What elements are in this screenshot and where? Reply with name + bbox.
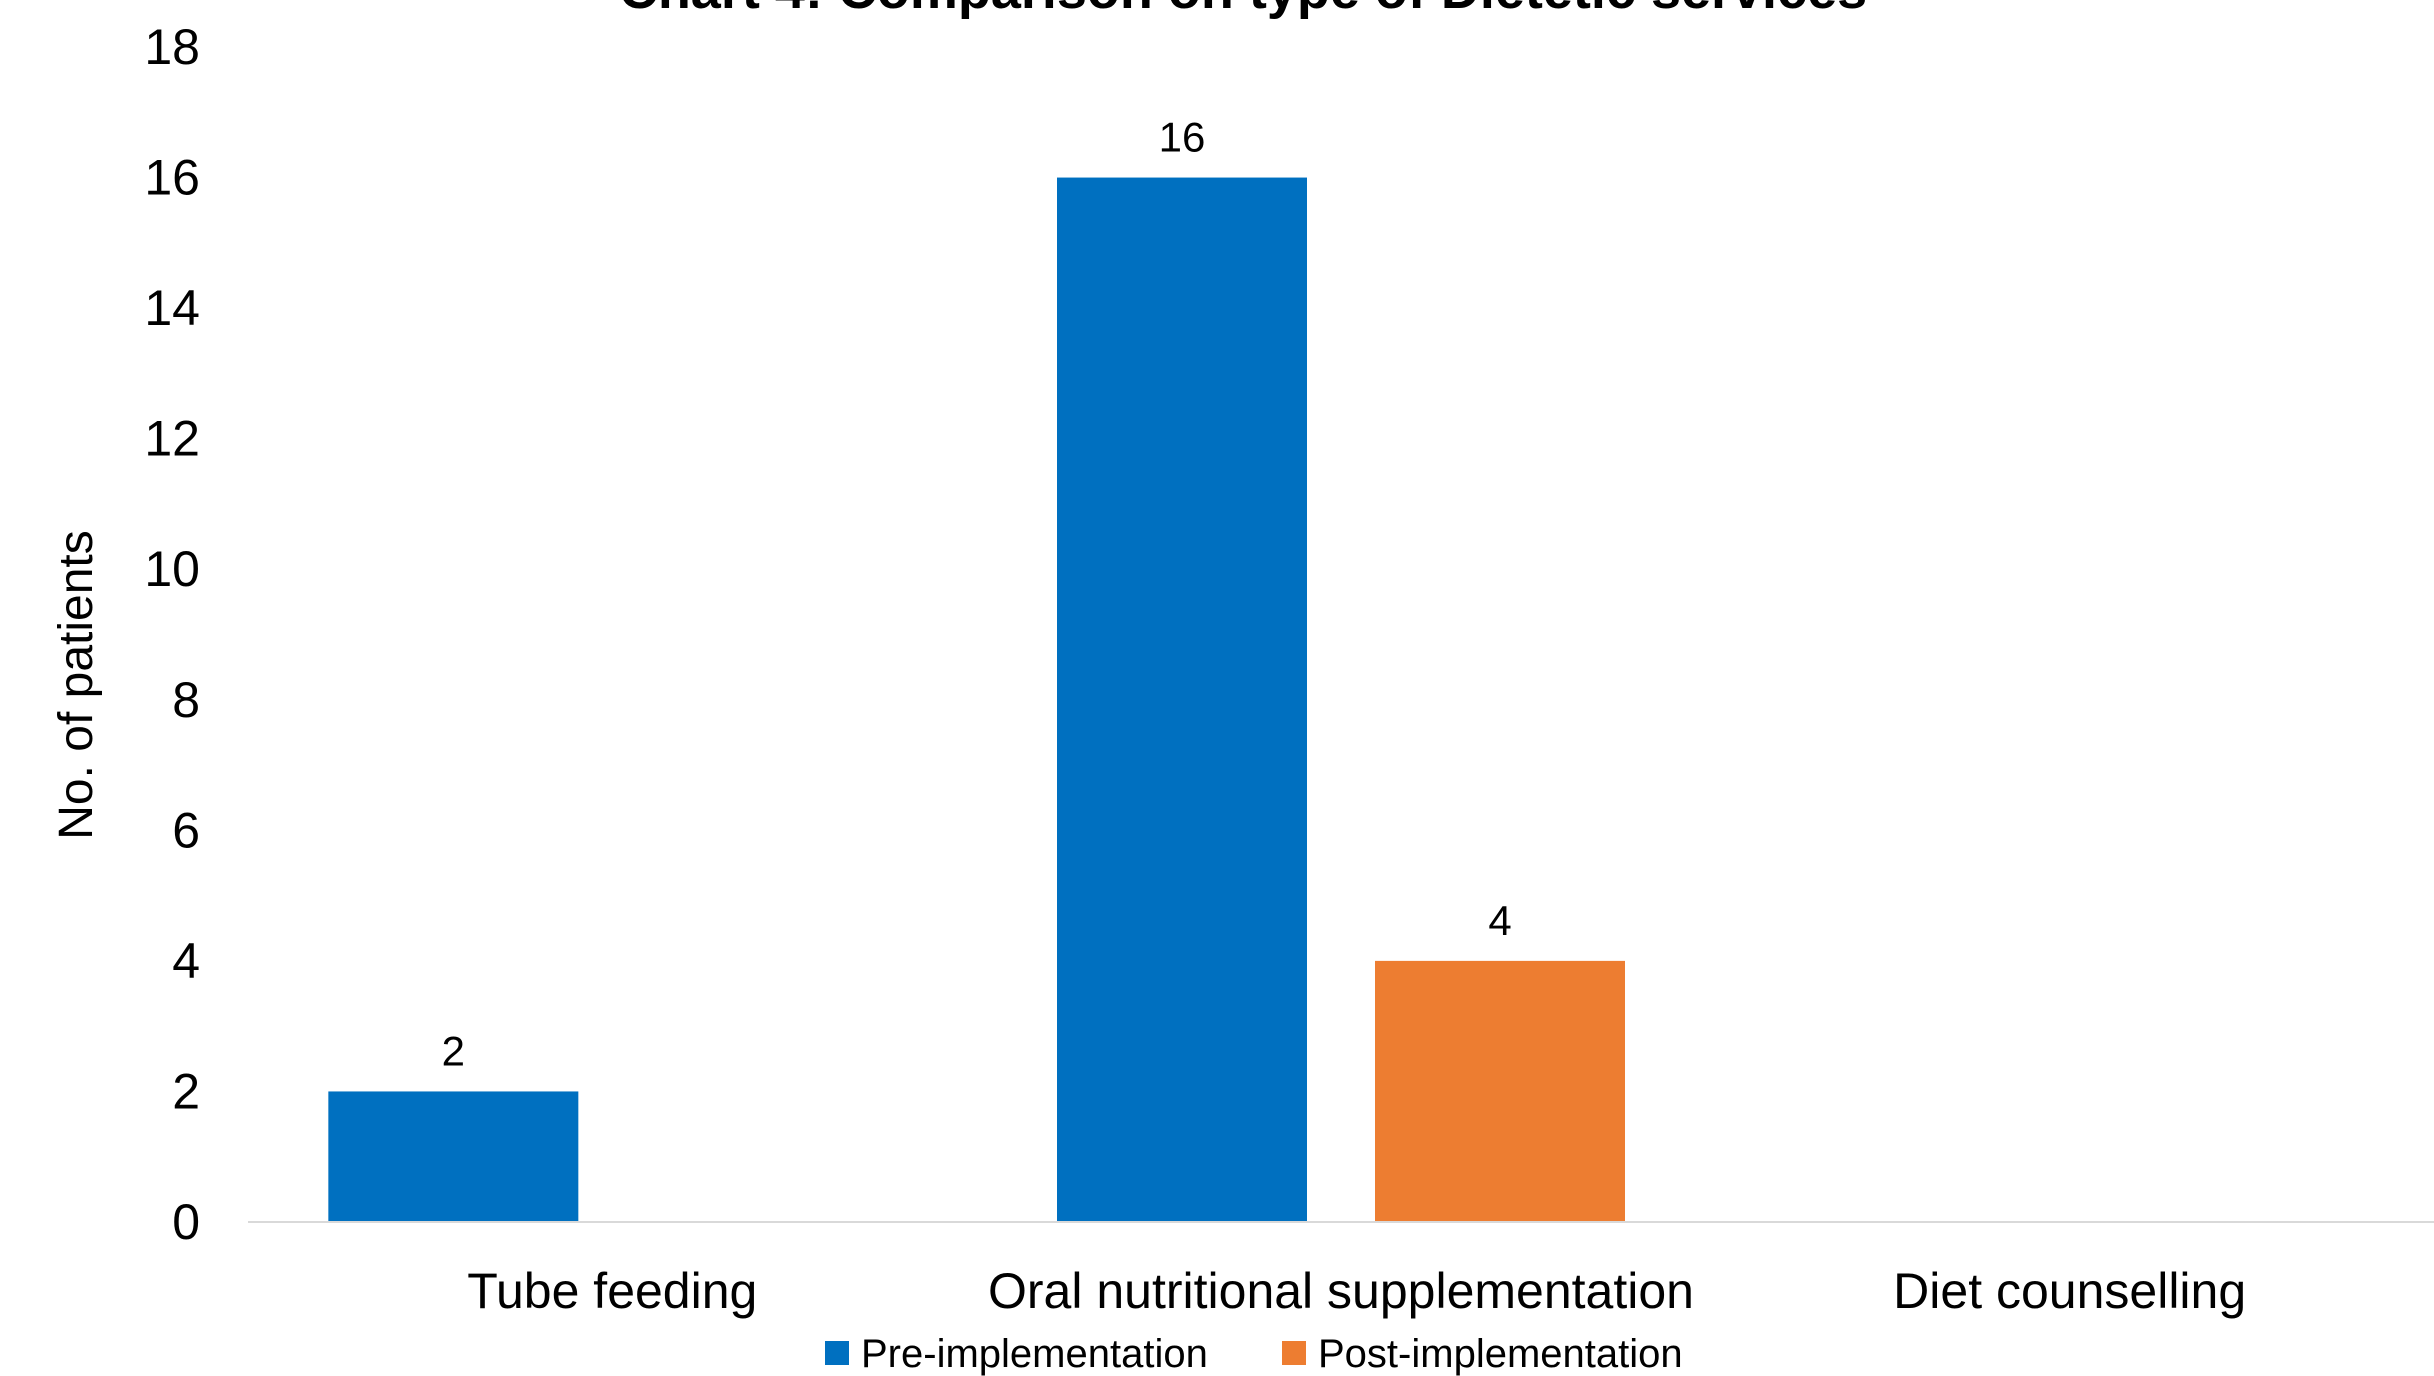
chart-title: Chart 4: Comparison on type of Dietetic … <box>619 0 1867 20</box>
y-tick-label: 16 <box>144 150 200 206</box>
data-labels: 2 16 4 <box>442 114 1512 1075</box>
bars <box>328 177 1625 1223</box>
y-tick-label: 0 <box>172 1194 200 1250</box>
x-tick-label: Diet counselling <box>1893 1263 2246 1319</box>
bar-1-1 <box>1375 960 1625 1222</box>
legend-swatch <box>1282 1341 1306 1365</box>
legend-label: Pre-implementation <box>861 1332 1208 1376</box>
legend-label: Post-implementation <box>1318 1332 1683 1376</box>
y-tick-label: 18 <box>144 19 200 75</box>
x-tick-label: Tube feeding <box>467 1263 757 1319</box>
y-tick-label: 10 <box>144 541 200 597</box>
y-tick-label: 2 <box>172 1063 200 1119</box>
y-tick-label: 4 <box>172 933 200 989</box>
data-label: 4 <box>1488 897 1511 944</box>
bar-0-0 <box>328 1091 579 1222</box>
y-tick-label: 12 <box>144 411 200 467</box>
x-axis-labels: Tube feeding Oral nutritional supplementa… <box>467 1263 2246 1319</box>
legend: Pre-implementation Post-implementation <box>825 1332 1683 1376</box>
data-label: 16 <box>1159 114 1206 161</box>
bar-1-0 <box>1057 177 1307 1223</box>
legend-swatch <box>825 1341 849 1365</box>
y-axis-ticks: 0 2 4 6 8 10 12 14 16 18 <box>144 19 200 1250</box>
y-tick-label: 14 <box>144 280 200 336</box>
y-tick-label: 8 <box>172 672 200 728</box>
data-label: 2 <box>442 1027 465 1074</box>
y-axis-title: No. of patients <box>50 530 103 840</box>
y-tick-label: 6 <box>172 802 200 858</box>
x-tick-label: Oral nutritional supplementation <box>988 1263 1694 1319</box>
